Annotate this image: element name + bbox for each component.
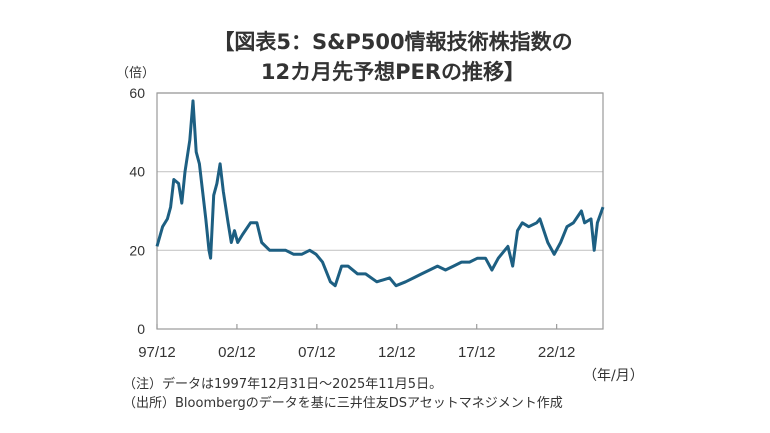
- x-tick-label: 97/12: [138, 344, 176, 361]
- y-tick-label: 40: [129, 164, 145, 180]
- x-tick-label: 07/12: [298, 344, 336, 361]
- plot-frame: [156, 92, 604, 330]
- per-series-line: [155, 99, 605, 288]
- x-tick-label: 22/12: [538, 344, 576, 361]
- y-tick-label: 20: [129, 242, 145, 258]
- chart-title-line2: 12カ月先予想PERの推移】: [260, 60, 526, 84]
- note-source: （出所）Bloombergのデータを基に三井住友DSアセットマネジメント作成: [123, 396, 563, 411]
- note-data-period: （注）データは1997年12月31日～2025年11月5日。: [123, 377, 443, 392]
- x-tick-label: 12/12: [378, 344, 416, 361]
- x-tick-label: 02/12: [218, 344, 256, 361]
- chart-title-line1: 【図表5：S&P500情報技術株指数の: [213, 30, 573, 54]
- x-tick-label: 17/12: [458, 344, 496, 361]
- y-tick-label: 60: [129, 85, 145, 101]
- x-axis-unit: （年/月）: [583, 368, 644, 384]
- y-tick-label: 0: [137, 321, 145, 337]
- y-axis-unit: （倍）: [116, 66, 156, 81]
